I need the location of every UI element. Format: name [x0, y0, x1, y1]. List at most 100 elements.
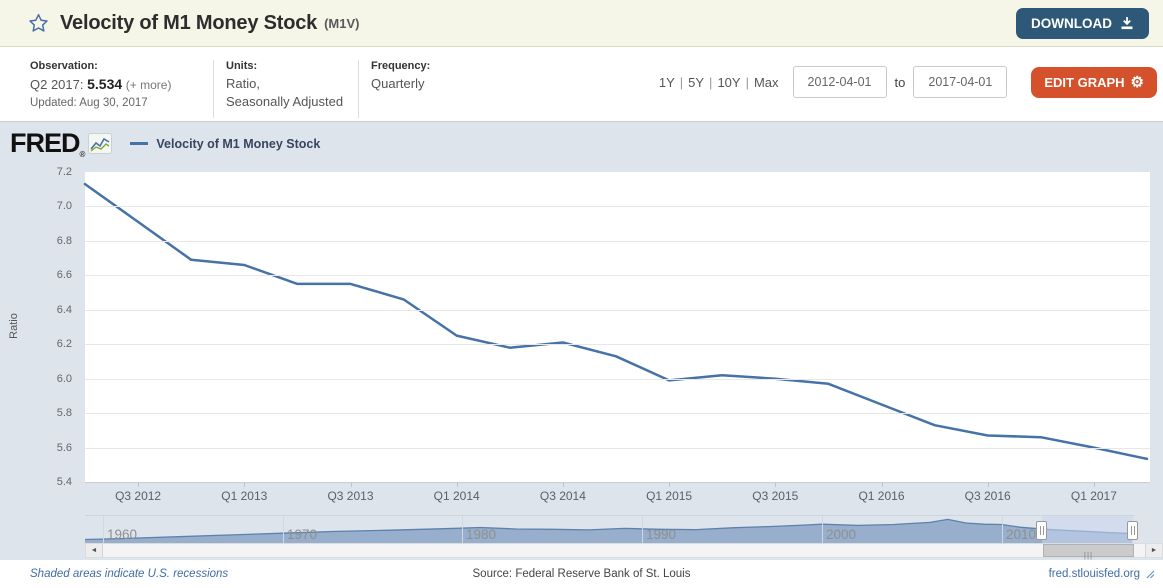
x-axis-tick [1093, 482, 1095, 487]
minimap-navigator[interactable]: 1960 1970 1980 1990 2000 2010 [85, 515, 1138, 544]
observation-block: Observation: Q2 2017: 5.534 (+ more) Upd… [30, 60, 213, 109]
minimap-decade-line [462, 516, 463, 544]
x-axis-tick [350, 482, 352, 487]
plot-area[interactable] [83, 172, 1150, 483]
y-axis: 7.2 7.0 6.8 6.6 6.4 6.2 6.0 5.8 5.6 5.4 [38, 166, 78, 488]
grid-line [85, 447, 1150, 449]
frequency-value: Quarterly [371, 76, 425, 91]
fred-site-label: fred.stlouisfed.org [1048, 568, 1140, 580]
series-legend[interactable]: Velocity of M1 Money Stock [130, 137, 320, 151]
minimap-selection-window[interactable] [1042, 516, 1133, 544]
range-preset-separator: | [745, 74, 749, 90]
y-axis-label: 7.0 [56, 200, 72, 213]
observation-more-link[interactable]: (+ more) [125, 78, 172, 92]
series-id: (M1V) [324, 15, 360, 31]
fred-site-link[interactable]: fred.stlouisfed.org [1049, 568, 1155, 580]
x-axis-tick [244, 482, 246, 487]
grid-line [85, 240, 1150, 242]
range-preset-5y[interactable]: 5Y [688, 74, 705, 90]
minimap-year-label: 2000 [826, 527, 857, 542]
minimap-year-label: 1980 [466, 527, 497, 542]
series-line-svg [83, 182, 1149, 461]
minimap-decade-line [1002, 516, 1003, 544]
x-axis-label: Q1 2015 [646, 489, 693, 503]
divider [358, 60, 359, 118]
grid-line [85, 206, 1150, 208]
top-bar: Velocity of M1 Money Stock (M1V) DOWNLOA… [0, 0, 1163, 47]
scrollbar-right-arrow[interactable]: ► [1145, 544, 1162, 557]
x-axis-label: Q3 2015 [752, 489, 799, 503]
fred-logo: FRED® [10, 128, 85, 159]
gear-icon: ⚙ [1130, 73, 1144, 91]
legend-label: Velocity of M1 Money Stock [156, 136, 321, 151]
edit-graph-button[interactable]: EDIT GRAPH ⚙ [1031, 66, 1157, 98]
scrollbar-grip: ||| [1083, 551, 1094, 560]
x-axis-label: Q3 2016 [964, 489, 1011, 503]
series-line [83, 182, 1149, 461]
date-to-label: to [894, 74, 906, 90]
y-axis-label: 7.2 [56, 166, 72, 178]
x-axis-tick [456, 482, 458, 487]
range-preset-separator: | [709, 74, 713, 90]
x-axis-tick [562, 482, 564, 487]
minimap-year-label: 1990 [646, 527, 677, 542]
grid-line [85, 378, 1150, 380]
page-title: Velocity of M1 Money Stock [60, 11, 318, 34]
x-axis-label: Q1 2014 [433, 489, 480, 503]
minimap-decade-line [642, 516, 643, 544]
y-axis-label: 6.0 [56, 372, 72, 385]
minimap-left-handle[interactable] [1036, 521, 1047, 540]
legend-line-sample [130, 142, 149, 145]
observation-period: Q2 2017: [30, 77, 84, 92]
minimap-decade-line [283, 516, 284, 544]
minimap-decade-line [103, 516, 104, 544]
x-axis-label: Q3 2014 [539, 489, 586, 503]
footer: Source: Federal Reserve Bank of St. Loui… [0, 560, 1163, 588]
observation-value: 5.534 [87, 76, 123, 92]
download-icon [1121, 17, 1133, 30]
minimap-year-label: 1970 [287, 527, 318, 542]
sub-header: Observation: Q2 2017: 5.534 (+ more) Upd… [0, 48, 1163, 122]
chart-container: FRED® Velocity of M1 Money Stock Ratio 7… [0, 122, 1163, 560]
units-block: Units: Ratio, Seasonally Adjusted [226, 60, 358, 110]
start-date-input[interactable] [792, 66, 887, 98]
download-button[interactable]: DOWNLOAD [1016, 7, 1149, 39]
scrollbar-left-arrow[interactable]: ◄ [86, 544, 103, 557]
source-text: Source: Federal Reserve Bank of St. Loui… [472, 568, 691, 580]
favorite-star-icon[interactable] [28, 13, 49, 34]
minimap-right-handle[interactable] [1127, 521, 1138, 540]
grid-line [85, 309, 1150, 311]
y-axis-label: 5.6 [56, 441, 72, 454]
x-axis: Q3 2012 Q1 2013 Q3 2013 Q1 2014 Q3 2014 Q1 20… [85, 482, 1150, 508]
horizontal-scrollbar[interactable]: ◄ ||| ► [85, 543, 1163, 560]
minimap-decade-line [822, 516, 823, 544]
grid-line [85, 413, 1150, 415]
range-presets: 1Y | 5Y | 10Y | Max [659, 75, 779, 90]
range-preset-10y[interactable]: 10Y [717, 74, 741, 90]
x-axis-label: Q1 2017 [1070, 489, 1117, 503]
resize-grip-icon [1146, 570, 1155, 578]
range-preset-max[interactable]: Max [753, 74, 779, 90]
end-date-input[interactable] [913, 66, 1008, 98]
recessions-link[interactable]: Shaded areas indicate U.S. recessions [30, 568, 229, 580]
scrollbar-thumb[interactable]: ||| [1043, 544, 1134, 560]
y-axis-label: 5.4 [56, 476, 72, 488]
x-axis-label: Q3 2012 [115, 489, 162, 503]
range-preset-separator: | [679, 74, 684, 90]
range-zone: 1Y|5Y|10Y|Max to EDIT GRAPH ⚙ [659, 63, 1157, 101]
x-axis-tick [775, 482, 777, 487]
observation-updated: Updated: Aug 30, 2017 [30, 96, 148, 109]
fred-logo-chart-icon [88, 133, 113, 154]
y-axis-label: 6.6 [56, 269, 72, 282]
x-axis-tick [669, 482, 671, 487]
range-preset-1y[interactable]: 1Y [658, 74, 675, 90]
x-axis-label: Q3 2013 [327, 489, 374, 503]
y-axis-label: 6.2 [56, 338, 72, 351]
frequency-block: Frequency: Quarterly [371, 60, 451, 93]
edit-graph-label: EDIT GRAPH [1044, 74, 1125, 90]
grid-line [85, 344, 1150, 346]
minimap-year-label: 1960 [107, 527, 138, 542]
x-axis-label: Q1 2013 [221, 489, 268, 503]
minimap-area-svg [85, 518, 1133, 544]
units-label: Units: [226, 60, 258, 72]
